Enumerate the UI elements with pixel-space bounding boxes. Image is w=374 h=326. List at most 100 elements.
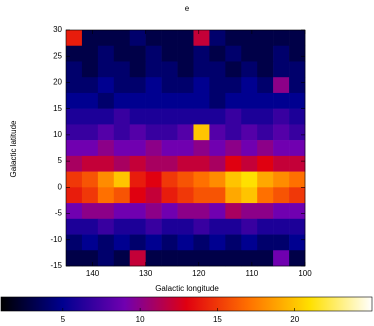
heatmap-cell: [161, 124, 178, 141]
heatmap-cell: [129, 92, 146, 109]
heatmap-cell: [66, 92, 83, 109]
heatmap-cell: [241, 61, 258, 78]
heatmap-cell: [129, 45, 146, 62]
heatmap-cell: [97, 250, 115, 267]
heatmap-cell: [241, 171, 258, 188]
heatmap-cell: [209, 108, 226, 125]
heatmap-cell: [225, 250, 242, 267]
heatmap-cell: [113, 171, 131, 188]
heatmap-cell: [97, 45, 115, 62]
heatmap-cell: [241, 45, 258, 62]
heatmap-cell: [81, 218, 99, 235]
heatmap-cell: [225, 187, 242, 204]
heatmap-cell: [97, 124, 115, 141]
heatmap-cell: [129, 140, 146, 157]
heatmap-cell: [161, 171, 178, 188]
heatmap-cell: [241, 187, 258, 204]
heatmap-cell: [241, 234, 258, 251]
heatmap-cell: [129, 250, 146, 267]
heatmap-cell: [145, 124, 162, 141]
heatmap-cell: [113, 30, 131, 47]
heatmap-cell: [193, 140, 210, 157]
heatmap-cell: [97, 218, 115, 235]
heatmap-cell: [193, 61, 210, 78]
heatmap-cell: [273, 203, 290, 220]
heatmap-cell: [257, 124, 274, 141]
heatmap-cell: [145, 45, 162, 62]
heatmap-cell: [66, 203, 83, 220]
heatmap-cell: [257, 45, 274, 62]
heatmap-cell: [66, 108, 83, 125]
x-tick-label: 100: [298, 269, 312, 278]
heatmap-cell: [273, 92, 290, 109]
heatmap-cell: [66, 124, 83, 141]
heatmap-cell: [193, 171, 210, 188]
heatmap-cell: [193, 45, 210, 62]
heatmap-cell: [129, 61, 146, 78]
heatmap-cell: [113, 108, 131, 125]
heatmap-cell: [81, 203, 99, 220]
heatmap-cell: [209, 45, 226, 62]
heatmap-cell: [129, 108, 146, 125]
heatmap-cell: [257, 155, 274, 172]
heatmap-cell: [273, 30, 290, 47]
heatmap-cell: [81, 61, 99, 78]
heatmap-cell: [257, 92, 274, 109]
heatmap-cell: [225, 92, 242, 109]
x-tick-label: 130: [139, 269, 153, 278]
heatmap-cell: [81, 108, 99, 125]
heatmap-cell: [81, 234, 99, 251]
heatmap-cell: [161, 61, 178, 78]
heatmap-cell: [289, 30, 306, 47]
heatmap-cell: [66, 234, 83, 251]
heatmap-cell: [273, 140, 290, 157]
heatmap-cell: [225, 218, 242, 235]
heatmap-cell: [193, 108, 210, 125]
heatmap-cell: [129, 124, 146, 141]
heatmap-cell: [161, 108, 178, 125]
heatmap-cell: [161, 218, 178, 235]
heatmap-cell: [129, 234, 146, 251]
heatmap-cell: [145, 218, 162, 235]
heatmap-cell: [161, 77, 178, 94]
heatmap-cell: [289, 77, 306, 94]
heatmap-cell: [193, 250, 210, 267]
heatmap-cell: [113, 234, 131, 251]
heatmap-cell: [66, 250, 83, 267]
heatmap-cell: [225, 171, 242, 188]
heatmap-cell: [289, 61, 306, 78]
heatmap-cell: [113, 218, 131, 235]
heatmap-cell: [273, 108, 290, 125]
heatmap-cell: [209, 187, 226, 204]
heatmap-cell: [177, 250, 194, 267]
heatmap-cell: [273, 61, 290, 78]
chart-title: e: [185, 4, 190, 13]
heatmap-cell: [289, 92, 306, 109]
heatmap-cell: [177, 171, 194, 188]
heatmap-cell: [257, 171, 274, 188]
heatmap-cell: [161, 30, 178, 47]
heatmap-cell: [257, 187, 274, 204]
colorbar: [0, 296, 373, 312]
heatmap-cell: [225, 77, 242, 94]
heatmap-cell: [145, 187, 162, 204]
heatmap-cell: [209, 218, 226, 235]
heatmap-cell: [289, 218, 306, 235]
heatmap-cell: [66, 187, 83, 204]
heatmap-cell: [289, 124, 306, 141]
heatmap-cell: [129, 155, 146, 172]
heatmap-cell: [81, 77, 99, 94]
heatmap-cell: [193, 234, 210, 251]
heatmap-cell: [177, 155, 194, 172]
heatmap-cell: [225, 30, 242, 47]
heatmap-cell: [81, 30, 99, 47]
heatmap-cell: [193, 30, 210, 47]
heatmap-cell: [193, 92, 210, 109]
heatmap-cell: [241, 92, 258, 109]
y-tick-label: 30: [53, 25, 62, 34]
heatmap-cell: [161, 250, 178, 267]
heatmap-cell: [97, 92, 115, 109]
heatmap-cell: [161, 92, 178, 109]
heatmap-cell: [209, 234, 226, 251]
heatmap-cell: [145, 30, 162, 47]
